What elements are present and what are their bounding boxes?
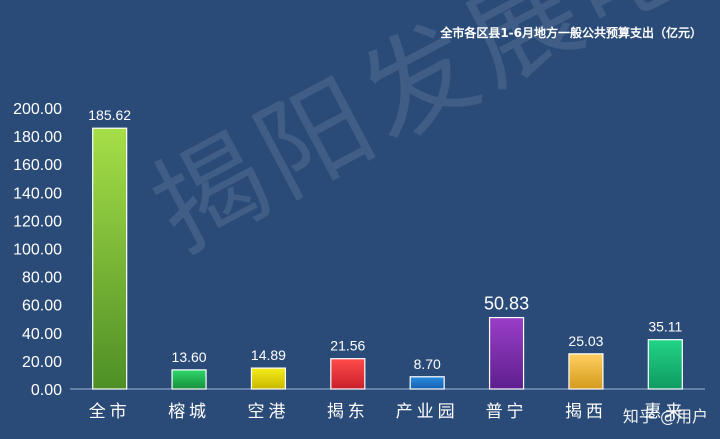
y-tick-label: 160.00 <box>13 157 62 174</box>
bar-value-label: 21.56 <box>330 338 365 354</box>
y-tick-label: 180.00 <box>13 129 62 146</box>
y-tick-label: 100.00 <box>13 242 62 259</box>
bar <box>488 316 525 390</box>
y-tick-label: 80.00 <box>22 270 62 287</box>
bar-value-label: 185.62 <box>88 107 131 123</box>
bar <box>568 353 604 390</box>
bar-value-label: 25.03 <box>568 333 603 349</box>
bar <box>92 127 128 390</box>
y-tick-label: 20.00 <box>22 354 62 371</box>
bar <box>409 376 445 390</box>
bar <box>171 369 207 390</box>
y-tick-label: 120.00 <box>13 213 62 230</box>
corner-watermark: 知乎 @用户 <box>622 407 708 426</box>
bar-value-label: 13.60 <box>172 349 207 365</box>
category-label: 揭东 <box>327 402 369 422</box>
bar-value-label: 35.11 <box>648 319 682 335</box>
y-tick-label: 0.00 <box>31 382 62 399</box>
bar-value-label: 50.83 <box>484 294 529 314</box>
y-tick-label: 140.00 <box>13 185 62 202</box>
category-label: 产业园 <box>396 402 459 422</box>
chart-title: 全市各区县1-6月地方一般公共预算支出（亿元） <box>440 26 702 40</box>
y-tick-label: 40.00 <box>22 326 62 343</box>
y-tick-label: 200.00 <box>13 101 62 118</box>
category-label: 空港 <box>247 402 289 422</box>
bar-value-label: 14.89 <box>251 347 286 363</box>
category-label: 普宁 <box>486 402 528 422</box>
bar <box>647 339 683 390</box>
category-label: 榕城 <box>168 402 210 422</box>
category-label: 全市 <box>89 402 131 422</box>
y-tick-label: 60.00 <box>22 298 62 315</box>
bar-value-label: 8.70 <box>414 356 441 372</box>
category-label: 惠来 <box>644 402 686 422</box>
bar <box>250 367 287 390</box>
category-label: 揭西 <box>565 402 607 422</box>
bar <box>330 358 366 390</box>
